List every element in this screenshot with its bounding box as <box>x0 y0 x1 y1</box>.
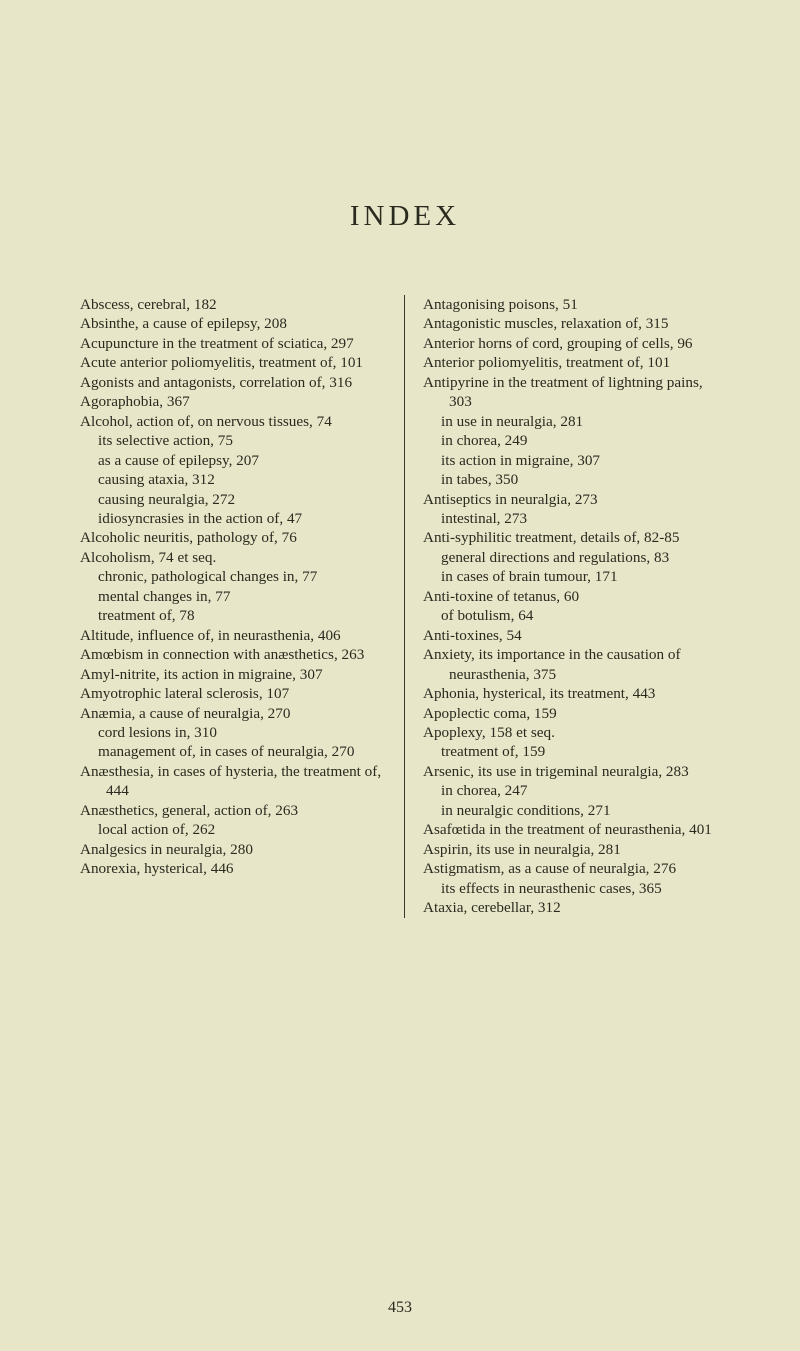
index-entry: cord lesions in, 310 <box>80 723 386 742</box>
index-entry: Agoraphobia, 367 <box>80 392 386 411</box>
index-entry: mental changes in, 77 <box>80 587 386 606</box>
index-entry: causing ataxia, 312 <box>80 470 386 489</box>
index-entry: Alcoholic neuritis, pathology of, 76 <box>80 528 386 547</box>
index-entry: Aspirin, its use in neuralgia, 281 <box>423 840 729 859</box>
index-entry: as a cause of epilepsy, 207 <box>80 451 386 470</box>
index-entry: in neuralgic conditions, 271 <box>423 801 729 820</box>
index-entry: Anti-toxines, 54 <box>423 626 729 645</box>
index-entry: Apoplexy, 158 et seq. <box>423 723 729 742</box>
right-column: Antagonising poisons, 51Antagonistic mus… <box>404 295 729 918</box>
index-entry: Amœbism in connection with anæsthetics, … <box>80 645 386 664</box>
index-entry: in cases of brain tumour, 171 <box>423 567 729 586</box>
index-entry: Ataxia, cerebellar, 312 <box>423 898 729 917</box>
index-entry: Antagonistic muscles, relaxation of, 315 <box>423 314 729 333</box>
index-entry: its action in migraine, 307 <box>423 451 729 470</box>
index-entry: Anæsthetics, general, action of, 263 <box>80 801 386 820</box>
index-entry: Anti-toxine of tetanus, 60 <box>423 587 729 606</box>
index-entry: Amyotrophic lateral sclerosis, 107 <box>80 684 386 703</box>
index-entry: causing neuralgia, 272 <box>80 490 386 509</box>
index-entry: Astigmatism, as a cause of neuralgia, 27… <box>423 859 729 878</box>
index-entry: management of, in cases of neuralgia, 27… <box>80 742 386 761</box>
index-entry: Alcoholism, 74 et seq. <box>80 548 386 567</box>
index-entry: Antiseptics in neuralgia, 273 <box>423 490 729 509</box>
index-entry: its selective action, 75 <box>80 431 386 450</box>
index-entry: Abscess, cerebral, 182 <box>80 295 386 314</box>
index-entry: Anxiety, its importance in the causation… <box>423 645 729 684</box>
index-entry: Anterior poliomyelitis, treatment of, 10… <box>423 353 729 372</box>
index-entry: Altitude, influence of, in neurasthenia,… <box>80 626 386 645</box>
index-entry: in chorea, 247 <box>423 781 729 800</box>
index-entry: Anæsthesia, in cases of hysteria, the tr… <box>80 762 386 801</box>
index-entry: Amyl-nitrite, its action in migraine, 30… <box>80 665 386 684</box>
index-entry: local action of, 262 <box>80 820 386 839</box>
index-entry: general directions and regulations, 83 <box>423 548 729 567</box>
index-entry: its effects in neurasthenic cases, 365 <box>423 879 729 898</box>
index-columns: Abscess, cerebral, 182Absinthe, a cause … <box>80 295 730 918</box>
index-entry: Analgesics in neuralgia, 280 <box>80 840 386 859</box>
index-entry: of botulism, 64 <box>423 606 729 625</box>
index-entry: in chorea, 249 <box>423 431 729 450</box>
index-entry: idiosyncrasies in the action of, 47 <box>80 509 386 528</box>
index-entry: Absinthe, a cause of epilepsy, 208 <box>80 314 386 333</box>
page-folio: 453 <box>0 1299 800 1317</box>
index-entry: Anorexia, hysterical, 446 <box>80 859 386 878</box>
index-entry: Apoplectic coma, 159 <box>423 704 729 723</box>
index-entry: Asafœtida in the treatment of neurasthen… <box>423 820 729 839</box>
index-entry: Acupuncture in the treatment of sciatica… <box>80 334 386 353</box>
index-entry: Anterior horns of cord, grouping of cell… <box>423 334 729 353</box>
index-entry: Aphonia, hysterical, its treatment, 443 <box>423 684 729 703</box>
index-entry: treatment of, 159 <box>423 742 729 761</box>
index-entry: Agonists and antagonists, correlation of… <box>80 373 386 392</box>
index-entry: Arsenic, its use in trigeminal neuralgia… <box>423 762 729 781</box>
index-entry: treatment of, 78 <box>80 606 386 625</box>
index-title: INDEX <box>80 200 730 233</box>
left-column: Abscess, cerebral, 182Absinthe, a cause … <box>80 295 405 918</box>
index-entry: Antipyrine in the treatment of lightning… <box>423 373 729 412</box>
index-entry: intestinal, 273 <box>423 509 729 528</box>
index-entry: chronic, pathological changes in, 77 <box>80 567 386 586</box>
index-entry: Antagonising poisons, 51 <box>423 295 729 314</box>
index-entry: Anti-syphilitic treatment, details of, 8… <box>423 528 729 547</box>
index-entry: Anæmia, a cause of neuralgia, 270 <box>80 704 386 723</box>
index-entry: in use in neuralgia, 281 <box>423 412 729 431</box>
index-entry: Alcohol, action of, on nervous tissues, … <box>80 412 386 431</box>
index-entry: Acute anterior poliomyelitis, treatment … <box>80 353 386 372</box>
index-entry: in tabes, 350 <box>423 470 729 489</box>
